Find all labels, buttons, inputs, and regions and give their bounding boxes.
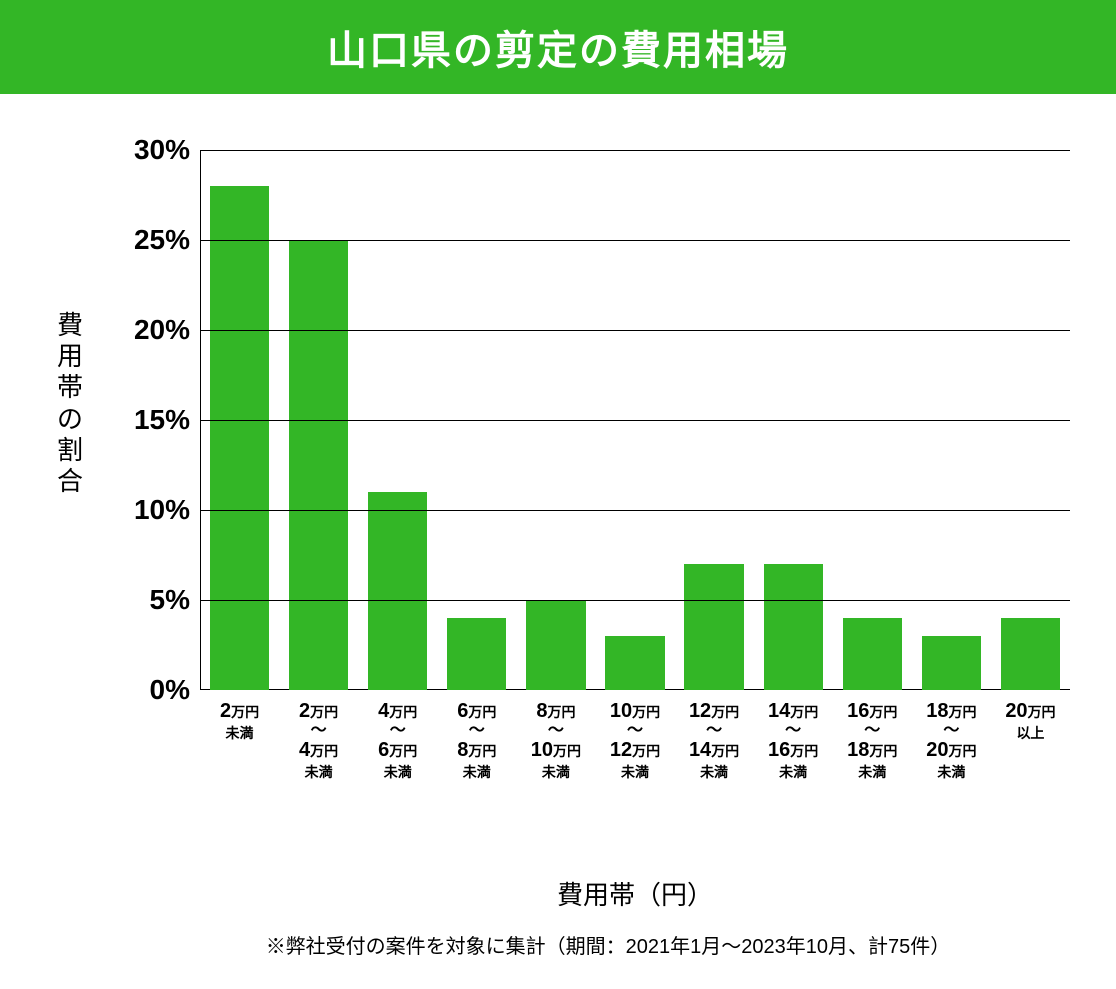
gridline	[200, 330, 1070, 331]
bar	[210, 186, 269, 690]
x-category-label: 6万円〜8万円未満	[437, 700, 516, 782]
x-category-label: 18万円〜20万円未満	[912, 700, 991, 782]
x-category-label: 16万円〜18万円未満	[833, 700, 912, 782]
bar	[764, 564, 823, 690]
page-title: 山口県の剪定の費用相場	[327, 18, 789, 76]
bar	[368, 492, 427, 690]
x-category-label: 8万円〜10万円未満	[516, 700, 595, 782]
footnote: ※弊社受付の案件を対象に集計（期間：2021年1月〜2023年10月、計75件）	[50, 930, 1116, 959]
y-tick-label: 0%	[150, 674, 190, 706]
gridline	[200, 420, 1070, 421]
bar	[843, 618, 902, 690]
chart-area: 費用帯の割合 0%5%10%15%20%25%30% 2万円未満2万円〜4万円未…	[50, 130, 1070, 850]
bar	[605, 636, 664, 690]
title-bar: 山口県の剪定の費用相場	[0, 0, 1116, 94]
x-category-label: 14万円〜16万円未満	[754, 700, 833, 782]
x-category-label: 2万円〜4万円未満	[279, 700, 358, 782]
bar	[1001, 618, 1060, 690]
bar	[447, 618, 506, 690]
y-tick-label: 25%	[134, 224, 190, 256]
x-category-label: 2万円未満	[200, 700, 279, 743]
x-axis-title: 費用帯（円）	[200, 875, 1070, 912]
x-category-label: 12万円〜14万円未満	[675, 700, 754, 782]
x-category-label: 4万円〜6万円未満	[358, 700, 437, 782]
bar	[526, 600, 585, 690]
gridline	[200, 150, 1070, 151]
bar	[922, 636, 981, 690]
y-tick-label: 10%	[134, 494, 190, 526]
bar	[289, 240, 348, 690]
x-category-label: 10万円〜12万円未満	[595, 700, 674, 782]
y-axis-label: 費用帯の割合	[50, 310, 90, 497]
y-tick-label: 15%	[134, 404, 190, 436]
plot-area: 0%5%10%15%20%25%30%	[200, 150, 1070, 690]
gridline	[200, 510, 1070, 511]
y-tick-label: 5%	[150, 584, 190, 616]
x-category-label: 20万円以上	[991, 700, 1070, 743]
gridline	[200, 600, 1070, 601]
gridline	[200, 240, 1070, 241]
y-tick-label: 20%	[134, 314, 190, 346]
y-tick-label: 30%	[134, 134, 190, 166]
bar	[684, 564, 743, 690]
